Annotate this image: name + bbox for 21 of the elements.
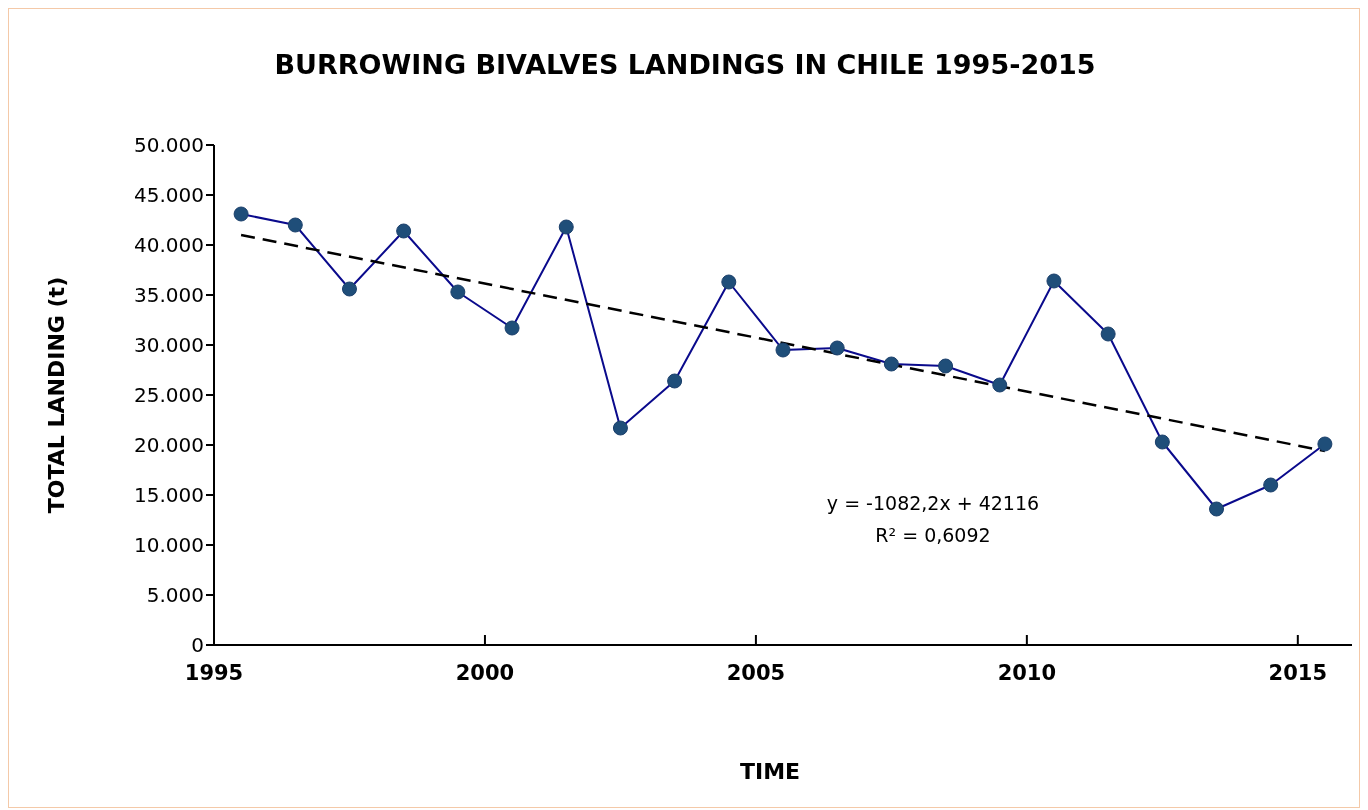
x-tick-label: 2000 bbox=[455, 660, 515, 685]
y-tick-label: 40.000 bbox=[134, 233, 204, 258]
annotation: R² = 0,6092 bbox=[874, 523, 992, 548]
annotation: y = -1082,2x + 42116 bbox=[826, 491, 1040, 516]
x-tick-label: 2015 bbox=[1268, 660, 1328, 685]
y-tick-label: 45.000 bbox=[134, 183, 204, 208]
x-tick-label: 1995 bbox=[184, 660, 244, 685]
x-tick-label: 2005 bbox=[726, 660, 786, 685]
x-tick-label: 2010 bbox=[997, 660, 1057, 685]
y-tick-label: 15.000 bbox=[134, 483, 204, 508]
y-tick-label: 50.000 bbox=[134, 133, 204, 158]
x-axis-title: TIME bbox=[738, 759, 802, 784]
y-tick-label: 0 bbox=[191, 633, 204, 658]
y-tick-label: 25.000 bbox=[134, 383, 204, 408]
y-tick-label: 5.000 bbox=[146, 583, 204, 608]
chart-title: BURROWING BIVALVES LANDINGS IN CHILE 1995-2015 bbox=[273, 49, 1097, 80]
y-axis-title: TOTAL LANDING (t) bbox=[43, 276, 69, 514]
y-tick-label: 10.000 bbox=[134, 533, 204, 558]
y-tick-label: 30.000 bbox=[134, 333, 204, 358]
y-tick-label: 35.000 bbox=[134, 283, 204, 308]
y-tick-label: 20.000 bbox=[134, 433, 204, 458]
